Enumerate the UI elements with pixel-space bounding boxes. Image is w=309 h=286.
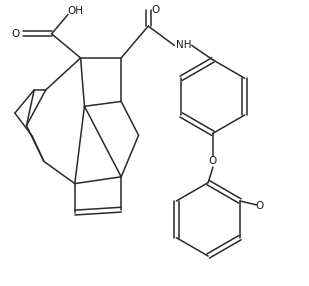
Text: O: O (255, 201, 263, 211)
Text: OH: OH (68, 6, 84, 16)
Text: O: O (12, 29, 20, 39)
Text: O: O (152, 5, 160, 15)
Text: NH: NH (176, 40, 192, 50)
Text: O: O (209, 156, 217, 166)
